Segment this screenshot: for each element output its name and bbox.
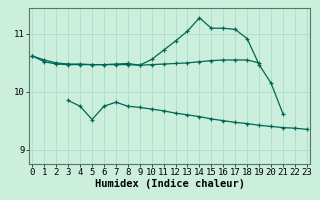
- X-axis label: Humidex (Indice chaleur): Humidex (Indice chaleur): [95, 179, 244, 189]
